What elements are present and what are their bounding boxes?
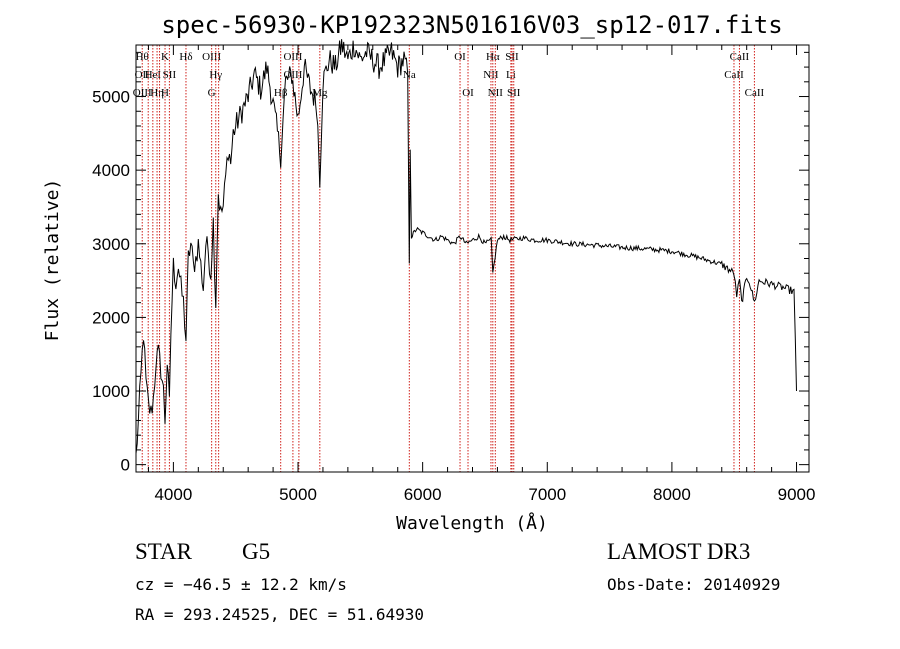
line-label: Hθ — [136, 51, 149, 63]
line-label: OIII — [133, 87, 152, 99]
coordinates: RA = 293.24525, DEC = 51.64930 — [135, 605, 424, 624]
line-label: G — [208, 87, 216, 99]
line-label: SII — [505, 51, 519, 63]
line-label: OIII — [283, 51, 302, 63]
line-label: Mg — [312, 87, 328, 99]
redshift-text: cz = −46.5 ± 12.2 km/s — [135, 575, 347, 594]
line-label: Hγ — [209, 69, 222, 81]
line-label: H — [161, 87, 169, 99]
spectrum-line — [135, 39, 797, 454]
y-tick-label: 5000 — [92, 88, 130, 107]
line-label: OI — [454, 51, 466, 63]
y-tick-label: 2000 — [92, 308, 130, 327]
x-tick-label: 5000 — [279, 485, 317, 504]
y-tick-label: 0 — [121, 456, 130, 475]
x-tick-label: 4000 — [154, 485, 192, 504]
line-label: OIII — [283, 69, 302, 81]
chart-title: spec-56930-KP192323N501616V03_sp12-017.f… — [161, 11, 782, 39]
line-label: Hβ — [274, 87, 288, 99]
line-label: OI — [462, 87, 474, 99]
line-label: HeI — [145, 69, 162, 81]
axis-ticks: 4000 5000 6000 7000 8000 9000 0 1000 2000 3000 400… — [92, 45, 815, 504]
line-label: Hα — [486, 51, 500, 63]
line-label: CaII — [724, 69, 744, 81]
obs-date: Obs-Date: 20140929 — [607, 575, 781, 594]
x-tick-label: 6000 — [404, 485, 442, 504]
y-axis-label: Flux (relative) — [42, 179, 63, 342]
subclass: G5 — [242, 539, 271, 564]
line-label: Na — [403, 69, 416, 81]
line-label: Li — [506, 69, 516, 81]
line-label: NII — [488, 87, 504, 99]
spectrum-series — [135, 39, 797, 454]
line-label: OIII — [202, 51, 221, 63]
y-tick-label: 1000 — [92, 382, 130, 401]
line-label: SII — [507, 87, 521, 99]
y-tick-label: 4000 — [92, 161, 130, 180]
line-label: CaII — [745, 87, 765, 99]
line-label: K — [161, 51, 169, 63]
x-tick-label: 9000 — [778, 485, 816, 504]
line-label: SII — [163, 69, 177, 81]
line-label: CaII — [730, 51, 750, 63]
line-label: Hδ — [179, 51, 192, 63]
survey-name: LAMOST DR3 — [607, 539, 751, 564]
x-tick-label: 8000 — [653, 485, 691, 504]
line-label: Hη — [150, 87, 164, 99]
object-class: STAR — [135, 539, 192, 564]
line-label: OII — [135, 69, 151, 81]
plot-frame — [135, 44, 810, 473]
line-label: NII — [483, 69, 499, 81]
x-tick-label: 7000 — [528, 485, 566, 504]
y-tick-label: 3000 — [92, 235, 130, 254]
x-axis-label: Wavelength (Å) — [396, 512, 548, 534]
